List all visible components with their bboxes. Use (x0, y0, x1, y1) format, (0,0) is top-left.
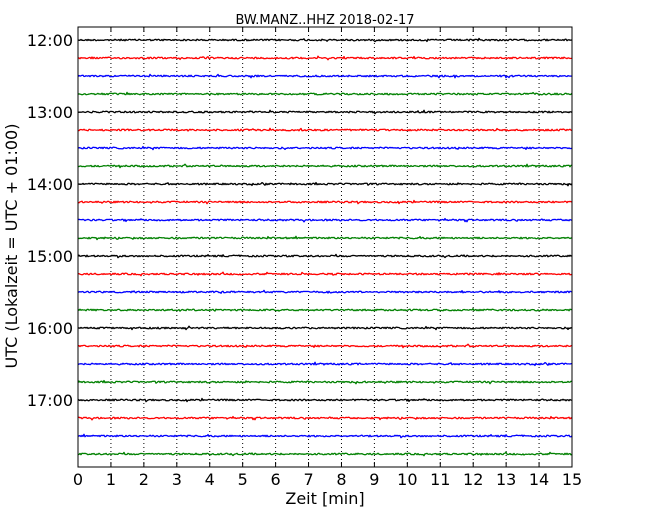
trace-1330 (77, 145, 573, 151)
y-tick-label: 16:00 (27, 319, 73, 338)
x-tick-label: 7 (303, 470, 313, 489)
plot-frame (77, 26, 573, 468)
y-tick-label: 13:00 (27, 103, 73, 122)
plot-area: 0 1 2 3 4 5 6 7 8 9 10 11 12 13 14 1512:0013:0014:0015:… (27, 26, 582, 489)
x-tick-label: 15 (562, 470, 582, 489)
x-tick-label: 1 (106, 470, 116, 489)
trace-1415 (77, 199, 573, 205)
trace-1630 (77, 361, 573, 367)
trace-1615 (77, 343, 573, 349)
y-tick-label: 15:00 (27, 247, 73, 266)
y-tick-label: 14:00 (27, 175, 73, 194)
trace-1715 (77, 415, 573, 421)
x-tick-label: 13 (496, 470, 516, 489)
x-tick-label: 3 (172, 470, 182, 489)
trace-1400 (77, 181, 573, 187)
y-tick-label: 12:00 (27, 31, 73, 50)
trace-1600 (77, 325, 573, 331)
x-tick-label: 12 (463, 470, 483, 489)
x-tick-label: 5 (238, 470, 248, 489)
x-tick-label: 4 (205, 470, 215, 489)
trace-1245 (77, 91, 573, 96)
x-tick-label: 2 (139, 470, 149, 489)
trace-1300 (77, 109, 573, 115)
chart-title: BW.MANZ..HHZ 2018-02-17 (235, 13, 414, 28)
trace-1515 (77, 271, 573, 277)
x-tick-label: 0 (73, 470, 83, 489)
y-axis-label: UTC (Lokalzeit = UTC + 01:00) (2, 124, 21, 369)
trace-1745 (77, 451, 573, 457)
trace-1315 (77, 127, 573, 132)
y-tick-label: 17:00 (27, 391, 73, 410)
x-axis-label: Zeit [min] (285, 489, 364, 508)
trace-1430 (77, 217, 573, 223)
x-tick-label: 8 (336, 470, 346, 489)
x-tick-label: 9 (369, 470, 379, 489)
trace-1345 (77, 163, 573, 169)
trace-1530 (77, 289, 573, 294)
trace-1215 (77, 55, 573, 61)
x-tick-label: 14 (529, 470, 549, 489)
trace-1700 (77, 397, 573, 403)
trace-1500 (77, 253, 573, 259)
trace-1545 (77, 307, 573, 312)
trace-1200 (77, 37, 573, 43)
trace-1730 (77, 433, 573, 439)
x-tick-label: 10 (397, 470, 417, 489)
trace-1645 (77, 379, 573, 385)
x-tick-label: 11 (430, 470, 450, 489)
trace-1445 (77, 235, 573, 241)
trace-1230 (77, 73, 573, 79)
x-tick-label: 6 (271, 470, 281, 489)
